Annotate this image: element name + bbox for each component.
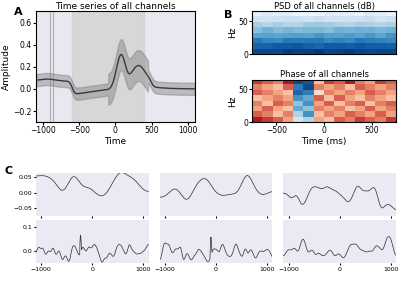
Y-axis label: Hz: Hz: [228, 95, 237, 107]
Bar: [72, 11, 144, 122]
X-axis label: Time (ms): Time (ms): [302, 137, 347, 146]
Y-axis label: Hz: Hz: [228, 27, 237, 39]
Text: C: C: [4, 166, 13, 176]
X-axis label: Time: Time: [104, 137, 126, 146]
Y-axis label: Amplitude: Amplitude: [2, 43, 11, 90]
Title: Time series of all channels: Time series of all channels: [55, 2, 176, 11]
Text: B: B: [224, 10, 232, 20]
Title: PSD of all channels (dB): PSD of all channels (dB): [274, 2, 375, 11]
Text: A: A: [14, 7, 22, 17]
Title: Phase of all channels: Phase of all channels: [280, 70, 369, 79]
